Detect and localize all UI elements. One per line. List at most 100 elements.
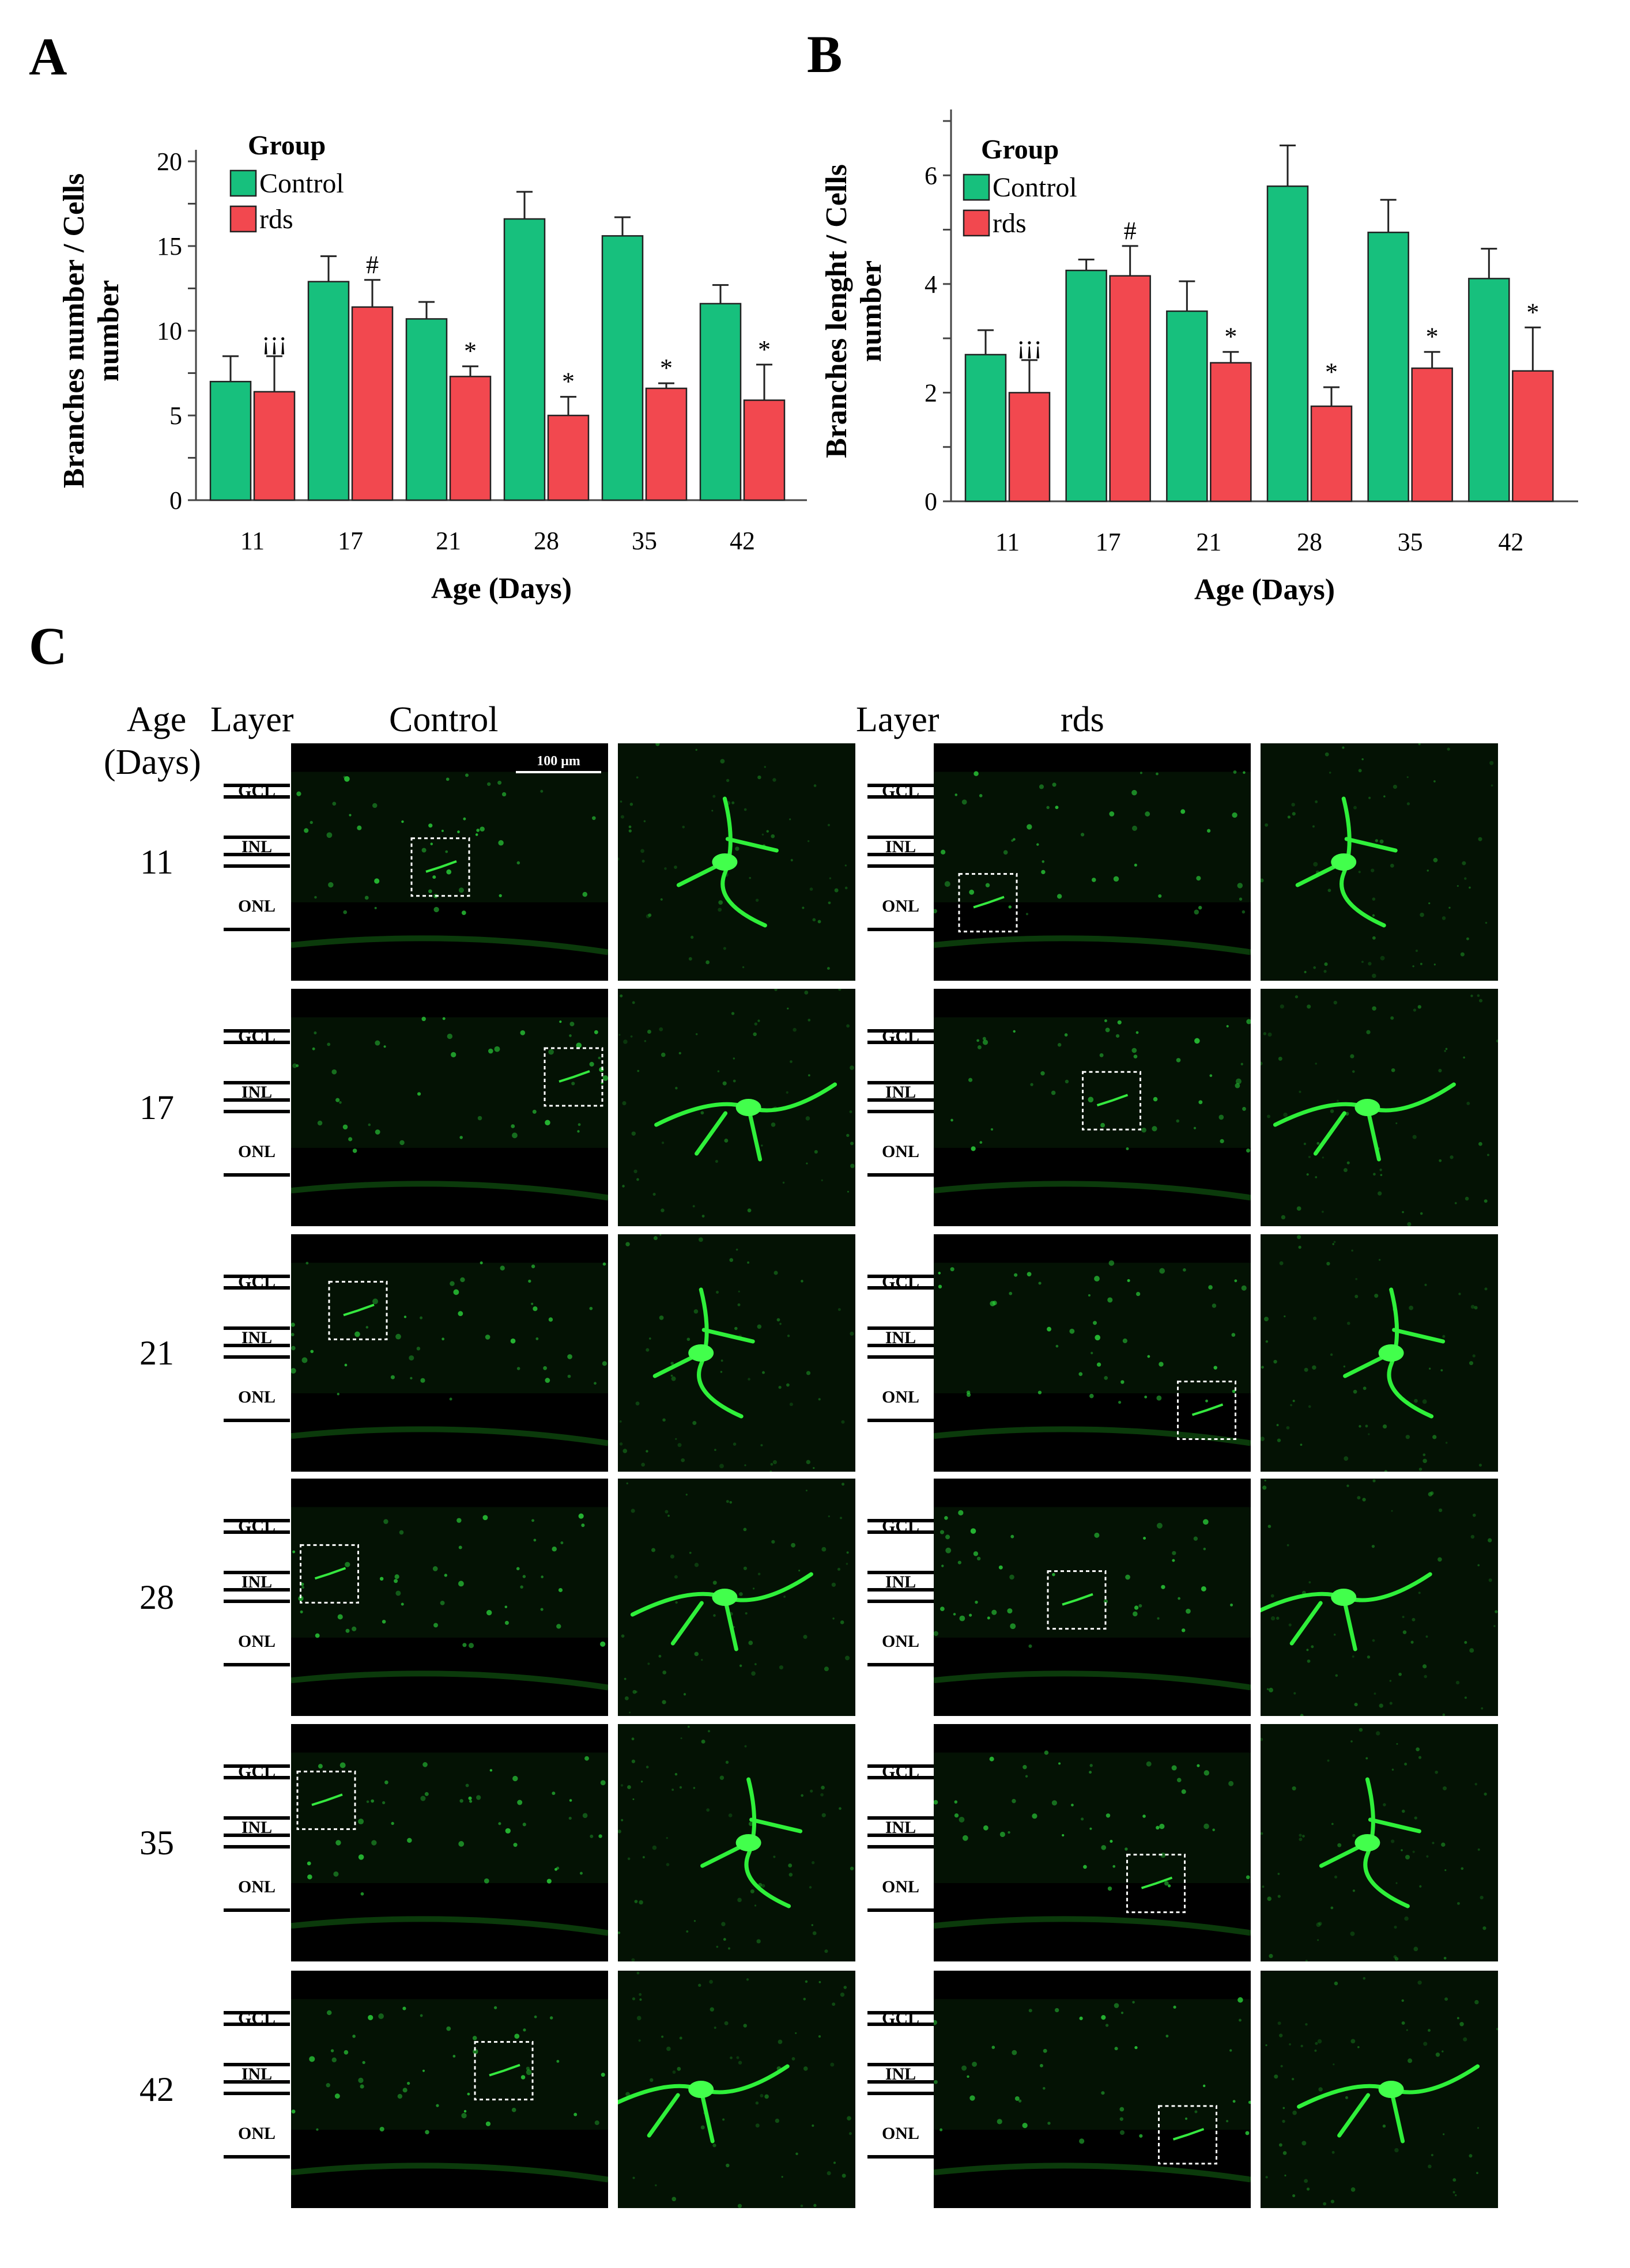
layer-boundary-line xyxy=(224,1816,290,1820)
control-zoom-micrograph-35 xyxy=(618,1724,855,1961)
bar-control-28 xyxy=(503,218,546,501)
x-tick-label: 42 xyxy=(1498,528,1523,556)
bar-rds-11 xyxy=(1008,392,1051,502)
layer-label-onl: ONL xyxy=(237,897,276,916)
layer-boundary-line xyxy=(224,1908,290,1912)
control-zoom-micrograph-28 xyxy=(618,1479,855,1716)
microglia-soma xyxy=(1378,1344,1404,1362)
layer-boundary-line xyxy=(224,1776,290,1779)
layer-boundary-line xyxy=(224,1419,290,1422)
y-tick-label: 6 xyxy=(925,161,937,190)
inset-box xyxy=(544,1047,603,1107)
rds-zoom-micrograph-11 xyxy=(1261,743,1498,981)
y-axis-title: Branches lenght / Cells xyxy=(820,164,853,458)
bar-rds-42 xyxy=(1512,370,1554,502)
layer-boundary-line xyxy=(224,836,290,839)
layer-boundary-line xyxy=(867,784,934,787)
layer-boundary-line xyxy=(867,1816,934,1820)
age-label-17: 17 xyxy=(139,1088,174,1127)
microglia-soma xyxy=(735,1834,761,1851)
significance-mark: * xyxy=(758,335,771,364)
microglia-cell xyxy=(1062,1593,1093,1606)
layer-boundary-line xyxy=(867,1041,934,1044)
layer-boundary-line xyxy=(224,2011,290,2014)
layer-boundary-line xyxy=(867,2023,934,2026)
age-label-11: 11 xyxy=(140,843,173,881)
layer-boundary-line xyxy=(224,853,290,856)
microglia-soma xyxy=(712,1589,738,1606)
layer-boundary-line xyxy=(867,1663,934,1666)
control-wide-micrograph-11: 100 μm xyxy=(291,743,608,981)
layer-boundary-line xyxy=(867,2011,934,2014)
y-axis-title-line2: number xyxy=(92,280,125,381)
layer-boundary-line xyxy=(867,1173,934,1177)
scale-bar-label: 100 μm xyxy=(537,754,580,769)
age-label-35: 35 xyxy=(139,1824,174,1862)
layer-markers-control: GCL INL ONL xyxy=(224,1763,290,1937)
layer-label-gcl: GCL xyxy=(881,781,919,800)
bar-control-35 xyxy=(1367,232,1409,502)
rds-zoom-micrograph-17 xyxy=(1261,989,1498,1226)
rds-zoom-micrograph-35 xyxy=(1261,1724,1498,1961)
control-wide-micrograph-42 xyxy=(291,1971,608,2208)
bar-rds-11 xyxy=(253,391,296,501)
microglia-cell xyxy=(314,1567,346,1580)
layer-boundary-line xyxy=(867,1098,934,1102)
layer-markers-rds: GCL INL ONL xyxy=(867,1028,934,1202)
legend-swatch-control xyxy=(229,169,257,197)
x-axis-title: Age (Days) xyxy=(431,572,572,605)
bar-rds-35 xyxy=(645,387,688,501)
microglia-cell xyxy=(973,895,1005,909)
layer-label-inl: INL xyxy=(885,1818,916,1837)
y-tick-label: 0 xyxy=(169,486,182,515)
age-label-28: 28 xyxy=(139,1578,174,1616)
layer-label-gcl: GCL xyxy=(881,1762,919,1781)
layer-boundary-line xyxy=(224,1663,290,1666)
layer-boundary-line xyxy=(224,2063,290,2066)
bar-rds-21 xyxy=(449,376,492,501)
bar-rds-28 xyxy=(1310,405,1353,502)
layer-label-onl: ONL xyxy=(881,1388,919,1407)
age-label-21: 21 xyxy=(139,1334,174,1372)
layer-boundary-line xyxy=(867,2155,934,2159)
y-tick-label: 4 xyxy=(925,270,937,298)
layer-label-onl: ONL xyxy=(237,1877,276,1896)
y-tick-label: 10 xyxy=(157,317,182,345)
bar-rds-28 xyxy=(547,414,590,501)
legend-swatch-control xyxy=(963,173,990,201)
layer-label-inl: INL xyxy=(885,1573,916,1592)
y-axis-title-line2: number xyxy=(855,260,888,362)
layer-boundary-line xyxy=(224,1173,290,1177)
header-rds: rds xyxy=(1061,700,1104,739)
layer-markers-control: GCL INL ONL xyxy=(224,1028,290,1202)
layer-boundary-line xyxy=(867,1764,934,1768)
legend-swatch-rds xyxy=(963,209,990,237)
layer-boundary-line xyxy=(224,1845,290,1849)
bar-rds-21 xyxy=(1210,362,1252,502)
control-wide-micrograph-35 xyxy=(291,1724,608,1961)
panel-letter-a: A xyxy=(29,27,67,86)
microglia-soma xyxy=(1331,1589,1357,1606)
layer-boundary-line xyxy=(867,1908,934,1912)
bar-rds-17 xyxy=(1109,275,1151,502)
layer-boundary-line xyxy=(867,1845,934,1849)
legend-swatch-rds xyxy=(229,205,257,233)
layer-boundary-line xyxy=(224,1110,290,1113)
legend-label-control: Control xyxy=(993,172,1077,203)
significance-mark: * xyxy=(1426,323,1439,351)
bar-control-28 xyxy=(1266,185,1309,502)
layer-boundary-line xyxy=(224,1530,290,1534)
inset-box xyxy=(1047,1570,1107,1630)
inset-box xyxy=(1158,2105,1217,2165)
layer-boundary-line xyxy=(224,1275,290,1278)
microglia-soma xyxy=(735,1099,761,1116)
layer-boundary-line xyxy=(867,2080,934,2084)
layer-boundary-line xyxy=(867,1029,934,1033)
layer-boundary-line xyxy=(867,1600,934,1603)
significance-mark: ¡¡¡ xyxy=(1017,331,1042,359)
microglia-soma xyxy=(1354,1099,1380,1116)
layer-label-onl: ONL xyxy=(881,1142,919,1161)
layer-boundary-line xyxy=(867,1530,934,1534)
microglia-soma xyxy=(1354,1834,1380,1851)
inset-box xyxy=(300,1544,359,1604)
